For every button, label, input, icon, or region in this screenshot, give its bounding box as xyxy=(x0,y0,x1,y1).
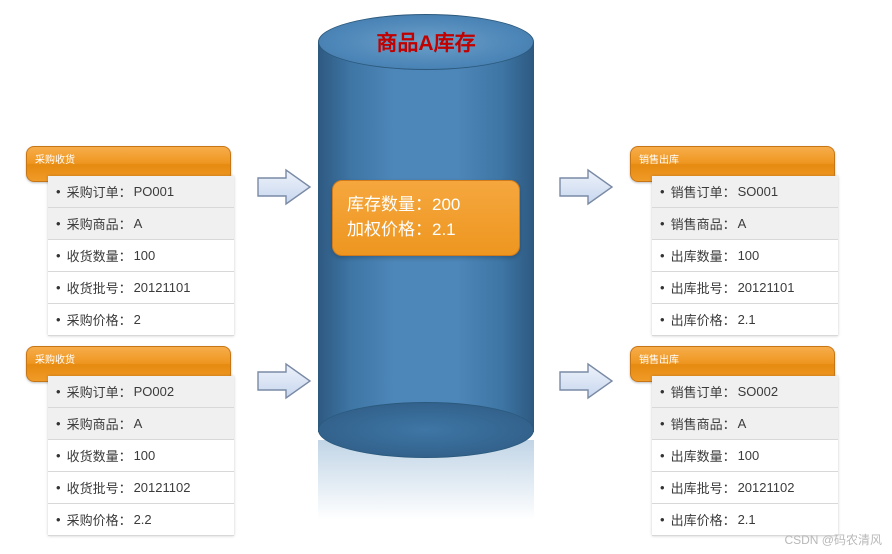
list-item: 销售订单：SO002 xyxy=(652,376,838,408)
list-item: 收货数量：100 xyxy=(48,240,234,272)
card-header-label: 采购收货 xyxy=(35,155,75,166)
cylinder-bottom xyxy=(318,402,534,458)
price-label: 加权价格： xyxy=(347,220,432,239)
summary-line-price: 加权价格：2.1 xyxy=(347,218,505,243)
card-body: 采购订单：PO002 采购商品：A 收货数量：100 收货批号：20121102… xyxy=(48,376,234,536)
list-item: 收货数量：100 xyxy=(48,440,234,472)
purchase-card-1: 采购收货 采购订单：PO001 采购商品：A 收货数量：100 收货批号：201… xyxy=(26,146,231,336)
list-item: 销售商品：A xyxy=(652,408,838,440)
diagram-canvas: 商品A库存 库存数量：200 加权价格：2.1 采购收货 采购 xyxy=(0,0,892,554)
watermark-text: CSDN @码农清风 xyxy=(784,531,882,548)
summary-line-qty: 库存数量：200 xyxy=(347,193,505,218)
list-item: 采购订单：PO002 xyxy=(48,376,234,408)
card-header-label: 销售出库 xyxy=(639,355,679,366)
arrow-left1-icon xyxy=(256,168,312,206)
list-item: 出库批号：20121101 xyxy=(652,272,838,304)
qty-value: 200 xyxy=(432,195,460,214)
price-value: 2.1 xyxy=(432,220,456,239)
list-item: 出库批号：20121102 xyxy=(652,472,838,504)
card-body: 销售订单：SO001 销售商品：A 出库数量：100 出库批号：20121101… xyxy=(652,176,838,336)
list-item: 采购商品：A xyxy=(48,208,234,240)
sales-card-1: 销售出库 销售订单：SO001 销售商品：A 出库数量：100 出库批号：201… xyxy=(630,146,835,336)
inventory-summary-box: 库存数量：200 加权价格：2.1 xyxy=(332,180,520,256)
list-item: 收货批号：20121101 xyxy=(48,272,234,304)
list-item: 销售商品：A xyxy=(652,208,838,240)
card-body: 销售订单：SO002 销售商品：A 出库数量：100 出库批号：20121102… xyxy=(652,376,838,536)
list-item: 采购价格：2 xyxy=(48,304,234,336)
arrow-left2-icon xyxy=(256,362,312,400)
arrow-right1-icon xyxy=(558,168,614,206)
list-item: 出库数量：100 xyxy=(652,240,838,272)
sales-card-2: 销售出库 销售订单：SO002 销售商品：A 出库数量：100 出库批号：201… xyxy=(630,346,835,536)
card-header-label: 采购收货 xyxy=(35,355,75,366)
qty-label: 库存数量： xyxy=(347,195,432,214)
cylinder-top: 商品A库存 xyxy=(318,14,534,70)
list-item: 采购价格：2.2 xyxy=(48,504,234,536)
list-item: 销售订单：SO001 xyxy=(652,176,838,208)
list-item: 采购订单：PO001 xyxy=(48,176,234,208)
cylinder-title: 商品A库存 xyxy=(376,27,475,57)
list-item: 采购商品：A xyxy=(48,408,234,440)
list-item: 出库价格：2.1 xyxy=(652,304,838,336)
card-header-label: 销售出库 xyxy=(639,155,679,166)
card-body: 采购订单：PO001 采购商品：A 收货数量：100 收货批号：20121101… xyxy=(48,176,234,336)
purchase-card-2: 采购收货 采购订单：PO002 采购商品：A 收货数量：100 收货批号：201… xyxy=(26,346,231,536)
arrow-right2-icon xyxy=(558,362,614,400)
list-item: 收货批号：20121102 xyxy=(48,472,234,504)
list-item: 出库数量：100 xyxy=(652,440,838,472)
